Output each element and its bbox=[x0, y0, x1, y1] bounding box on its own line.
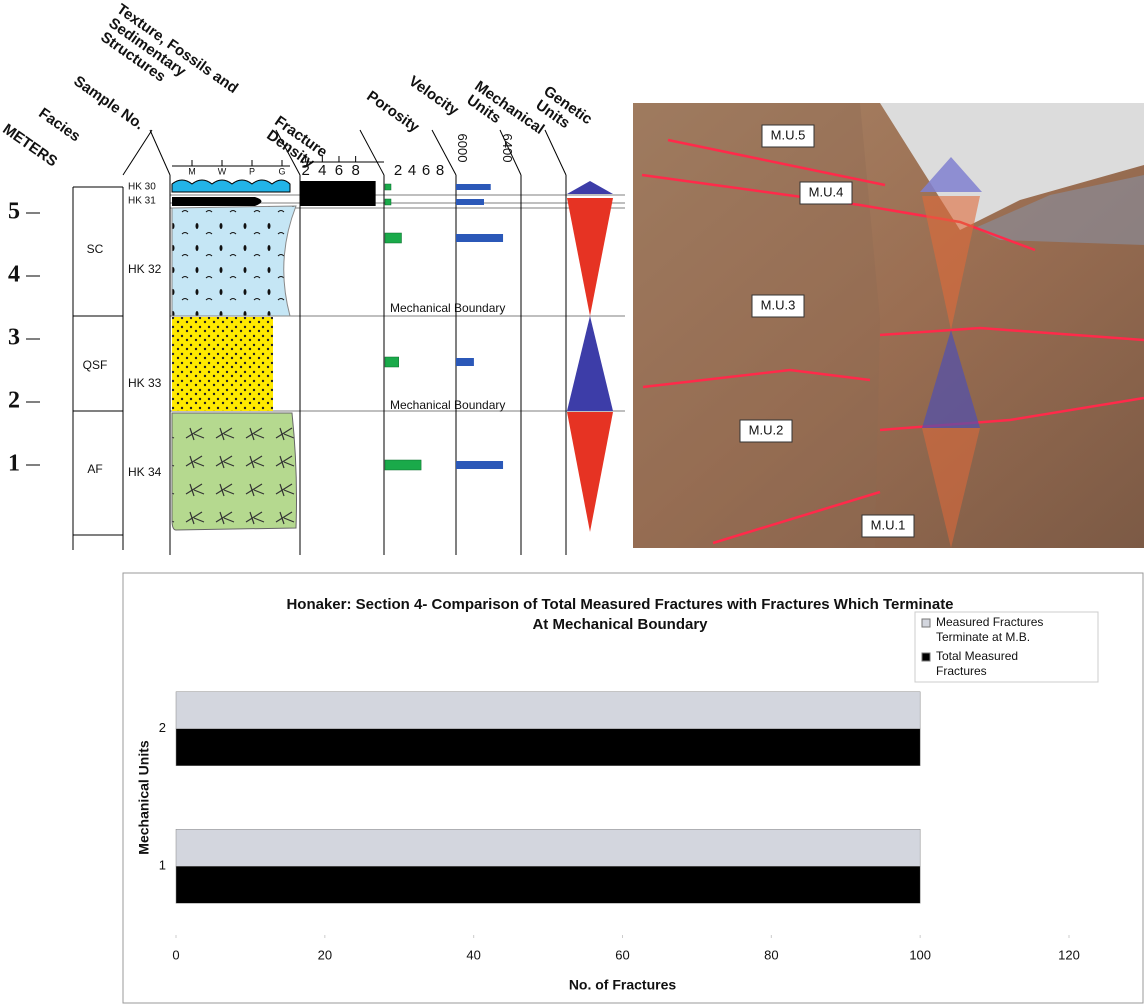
photo-label: M.U.3 bbox=[761, 297, 796, 312]
porosity-tick-label: 4 bbox=[408, 162, 416, 179]
x-tick-label: 100 bbox=[909, 947, 931, 962]
meter-label: 3 bbox=[8, 325, 20, 351]
x-tick-label: 0 bbox=[172, 947, 179, 962]
photo-label: M.U.2 bbox=[749, 422, 784, 437]
bar bbox=[176, 866, 920, 903]
bed-hk33 bbox=[172, 317, 273, 411]
velocity-bar bbox=[456, 234, 503, 242]
texture-scale: G bbox=[278, 166, 285, 176]
header-leader bbox=[545, 130, 566, 175]
page: {"stratigraphic_column": { "headers": [[… bbox=[0, 0, 1144, 1004]
bed-hk34 bbox=[172, 413, 297, 530]
fracture-tick-label: 4 bbox=[318, 162, 326, 179]
bed-hk30 bbox=[172, 180, 290, 192]
texture-scale: P bbox=[249, 166, 255, 176]
header-leader bbox=[150, 130, 170, 175]
fracture-bar bbox=[300, 194, 376, 207]
porosity-bar bbox=[385, 357, 399, 367]
meter-label: 2 bbox=[8, 388, 20, 414]
fracture-tick-label: 6 bbox=[335, 162, 343, 179]
y-tick-label: 1 bbox=[159, 858, 166, 873]
velocity-bar bbox=[456, 461, 503, 469]
genetic-unit bbox=[567, 412, 613, 532]
velocity-tick-label: 6000 bbox=[455, 134, 470, 163]
porosity-tick-label: 6 bbox=[422, 162, 430, 179]
column-header: Porosity bbox=[363, 88, 422, 137]
legend-swatch bbox=[922, 653, 930, 661]
genetic-unit bbox=[567, 316, 613, 411]
photo-label: M.U.5 bbox=[771, 127, 806, 142]
photo-label: M.U.1 bbox=[871, 517, 906, 532]
boundary-label: Mechanical Boundary bbox=[390, 398, 505, 412]
genetic-unit bbox=[567, 198, 613, 316]
fracture-bar bbox=[300, 181, 376, 194]
meter-label: 4 bbox=[8, 262, 20, 288]
x-tick-label: 40 bbox=[466, 947, 480, 962]
x-axis-label: No. of Fractures bbox=[569, 977, 677, 993]
fracture-tick-label: 8 bbox=[351, 162, 359, 179]
porosity-bar bbox=[385, 184, 391, 190]
bar bbox=[176, 829, 920, 866]
y-axis-label: Mechanical Units bbox=[136, 740, 152, 855]
velocity-bar bbox=[456, 358, 474, 366]
x-tick-label: 80 bbox=[764, 947, 778, 962]
porosity-tick-label: 2 bbox=[394, 162, 402, 179]
header-leader bbox=[123, 130, 152, 175]
facies-label: QSF bbox=[83, 358, 108, 372]
porosity-tick-label: 8 bbox=[436, 162, 444, 179]
porosity-bar bbox=[385, 460, 421, 470]
column-header: Facies bbox=[35, 105, 83, 146]
bed-hk31 bbox=[172, 197, 262, 206]
sample-label: HK 30 bbox=[128, 182, 156, 193]
column-header: Velocity bbox=[405, 73, 462, 120]
bar bbox=[176, 729, 920, 766]
facies-label: SC bbox=[87, 242, 104, 256]
velocity-bar bbox=[456, 199, 484, 205]
sample-label: HK 33 bbox=[128, 376, 162, 390]
x-tick-label: 120 bbox=[1058, 947, 1080, 962]
velocity-tick-label: 6400 bbox=[500, 134, 515, 163]
meter-label: 1 bbox=[8, 451, 20, 477]
meter-label: 5 bbox=[8, 199, 20, 225]
bar bbox=[176, 692, 920, 729]
x-tick-label: 60 bbox=[615, 947, 629, 962]
legend-swatch bbox=[922, 619, 930, 627]
header-leader bbox=[360, 130, 384, 175]
velocity-bar bbox=[456, 184, 491, 190]
x-tick-label: 20 bbox=[318, 947, 332, 962]
sample-label: HK 34 bbox=[128, 465, 162, 479]
porosity-bar bbox=[385, 199, 391, 205]
y-tick-label: 2 bbox=[159, 720, 166, 735]
boundary-label: Mechanical Boundary bbox=[390, 301, 505, 315]
sample-label: HK 31 bbox=[128, 196, 156, 207]
figure: METERSFaciesSample No.Texture, Fossils a… bbox=[0, 0, 1144, 1004]
porosity-bar bbox=[385, 233, 402, 243]
column-header: Sample No. bbox=[70, 73, 147, 134]
sample-label: HK 32 bbox=[128, 262, 162, 276]
genetic-unit bbox=[567, 181, 613, 194]
texture-scale: M bbox=[188, 166, 196, 176]
outcrop-photo bbox=[633, 103, 1144, 548]
photo-label: M.U.4 bbox=[809, 184, 844, 199]
facies-label: AF bbox=[87, 462, 102, 476]
fracture-tick-label: 2 bbox=[301, 162, 309, 179]
bed-hk32 bbox=[172, 206, 296, 316]
texture-scale: W bbox=[218, 166, 227, 176]
